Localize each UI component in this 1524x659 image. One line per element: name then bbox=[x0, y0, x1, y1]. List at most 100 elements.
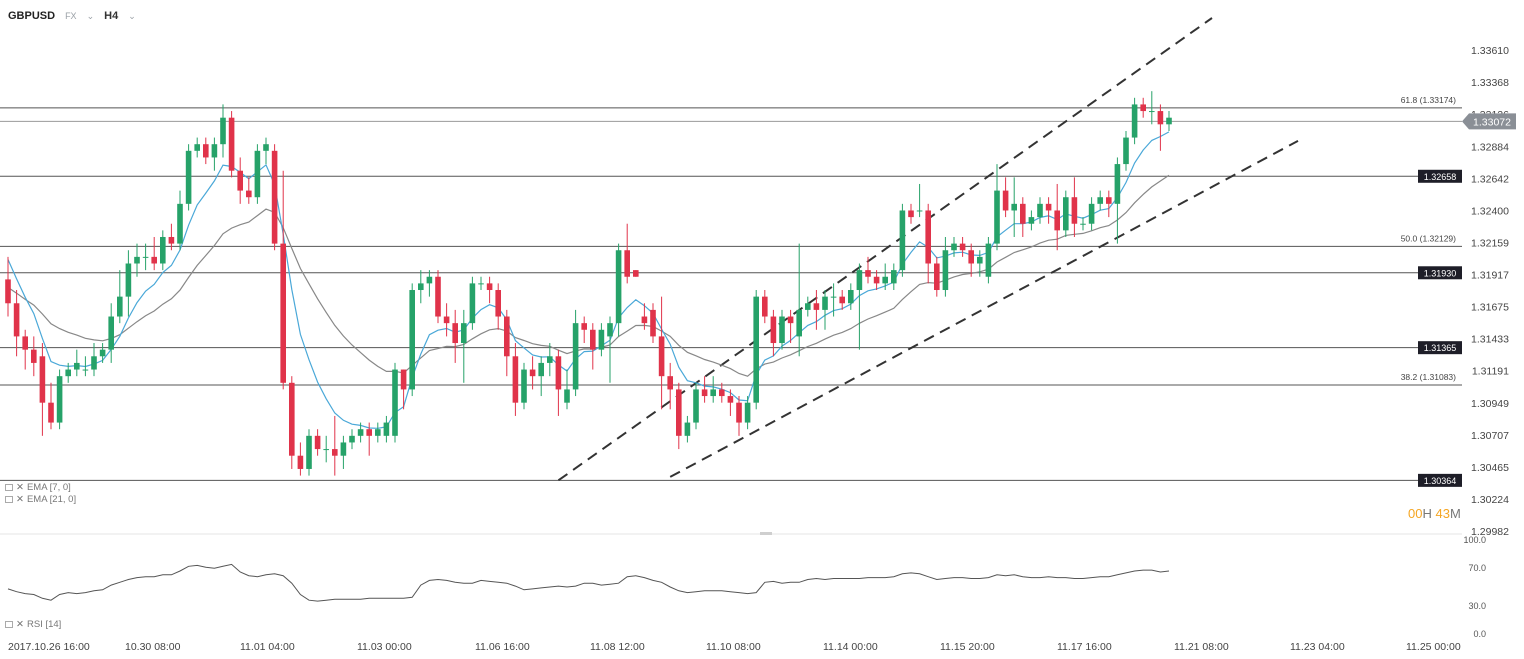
candle-body bbox=[968, 250, 974, 264]
candle-body bbox=[228, 117, 235, 171]
y-tick-label: 1.30707 bbox=[1471, 430, 1509, 442]
candle-body bbox=[280, 243, 286, 383]
x-tick-label: 11.01 04:00 bbox=[240, 641, 295, 653]
countdown-hours: 00 bbox=[1408, 506, 1423, 521]
candle-body bbox=[908, 210, 914, 218]
candle-body bbox=[1011, 203, 1017, 211]
candle-body bbox=[1002, 190, 1009, 211]
x-tick-label: 11.06 16:00 bbox=[475, 641, 530, 653]
candle-body bbox=[99, 349, 106, 357]
candle-body bbox=[736, 402, 742, 423]
candle-body bbox=[357, 429, 364, 436]
fib-level-label: 50.0 (1.32129) bbox=[1401, 233, 1456, 243]
candle-body bbox=[934, 263, 940, 291]
timeframe-label[interactable]: H4 bbox=[104, 10, 119, 22]
current-price-tag bbox=[1462, 113, 1516, 130]
level-tag-label: 1.31365 bbox=[1424, 343, 1457, 353]
candle-body bbox=[529, 369, 536, 377]
candle-body bbox=[254, 150, 261, 198]
ema-fast-legend[interactable]: ✕ EMA [7, 0] bbox=[5, 482, 71, 493]
x-tick-label: 11.25 00:00 bbox=[1406, 641, 1461, 653]
candle-body bbox=[676, 389, 682, 436]
y-tick-label: 1.32884 bbox=[1471, 141, 1509, 153]
y-tick-label: 1.31191 bbox=[1472, 366, 1509, 378]
candle-body bbox=[1166, 117, 1172, 125]
candle-body bbox=[822, 296, 828, 310]
candle-body bbox=[882, 276, 888, 284]
candle-body bbox=[478, 283, 484, 285]
candle-body bbox=[340, 442, 347, 456]
candle-body bbox=[91, 356, 97, 370]
candle-body bbox=[899, 210, 906, 271]
candle-body bbox=[82, 369, 89, 371]
candle-body bbox=[435, 276, 441, 317]
candle-body bbox=[1114, 164, 1121, 204]
candle-body bbox=[168, 236, 175, 244]
candle-body bbox=[942, 250, 949, 291]
candle-body bbox=[1157, 111, 1164, 125]
y-tick-label: 1.29982 bbox=[1471, 526, 1509, 538]
candle-body bbox=[314, 435, 321, 450]
candle-body bbox=[220, 117, 226, 145]
ema-slow-label: EMA [21, 0] bbox=[26, 494, 77, 505]
candle-body bbox=[22, 336, 28, 350]
chevron-down-icon[interactable]: ⌄ bbox=[128, 10, 136, 21]
settings-icon[interactable] bbox=[5, 621, 13, 628]
candle-body bbox=[142, 256, 149, 258]
rsi-tick-label: 0.0 bbox=[1473, 629, 1486, 639]
candle-body bbox=[1106, 197, 1112, 204]
candle-body bbox=[1123, 137, 1129, 165]
settings-icon[interactable] bbox=[5, 484, 13, 491]
candle-body bbox=[744, 402, 751, 423]
level-tag-label: 1.31930 bbox=[1424, 268, 1457, 278]
candle-body bbox=[400, 369, 407, 390]
candle-countdown: 00H 43M bbox=[1408, 506, 1461, 521]
candle-body bbox=[1080, 223, 1086, 225]
candle-body bbox=[684, 422, 691, 436]
candle-body bbox=[418, 283, 424, 291]
chevron-down-icon[interactable]: ⌄ bbox=[86, 10, 95, 21]
candle-body bbox=[719, 389, 725, 397]
ema-fast-line bbox=[7, 131, 1170, 429]
close-icon[interactable]: ✕ bbox=[16, 482, 24, 493]
close-icon[interactable]: ✕ bbox=[16, 494, 24, 505]
x-tick-label: 11.03 00:00 bbox=[357, 641, 412, 653]
candle-body bbox=[813, 303, 820, 310]
candle-body bbox=[392, 369, 398, 436]
candle-body bbox=[504, 316, 510, 357]
candle-body bbox=[538, 362, 544, 377]
candle-body bbox=[710, 389, 716, 397]
candle-body bbox=[959, 243, 966, 251]
candle-body bbox=[856, 270, 863, 291]
candle-body bbox=[117, 296, 123, 317]
candle-body bbox=[701, 389, 708, 397]
candle-body bbox=[1140, 104, 1146, 112]
candle-body bbox=[624, 250, 630, 277]
candle-body bbox=[762, 296, 768, 317]
candle-body bbox=[848, 290, 854, 304]
x-tick-label: 11.17 16:00 bbox=[1057, 641, 1112, 653]
symbol-label[interactable]: GBPUSD bbox=[8, 10, 56, 22]
x-tick-label: 11.08 12:00 bbox=[590, 641, 645, 653]
candle-body bbox=[521, 369, 527, 403]
y-tick-label: 1.31675 bbox=[1471, 302, 1509, 314]
close-icon[interactable]: ✕ bbox=[16, 619, 24, 630]
candle-body bbox=[512, 356, 519, 403]
y-tick-label: 1.31433 bbox=[1471, 334, 1509, 346]
pane-resize-handle[interactable] bbox=[760, 532, 772, 535]
fib-level-label: 38.2 (1.31083) bbox=[1401, 372, 1456, 382]
candle-body bbox=[1054, 210, 1060, 231]
candle-body bbox=[1149, 111, 1155, 113]
candle-body bbox=[452, 323, 458, 344]
candle-body bbox=[727, 396, 734, 403]
y-tick-label: 1.30224 bbox=[1471, 494, 1509, 506]
candle-body bbox=[865, 270, 871, 277]
x-tick-label: 11.14 00:00 bbox=[823, 641, 878, 653]
settings-icon[interactable] bbox=[5, 496, 13, 503]
candle-body bbox=[134, 256, 140, 264]
rsi-legend[interactable]: ✕ RSI [14] bbox=[5, 619, 61, 630]
candle-body bbox=[495, 290, 501, 317]
x-tick-label: 10.30 08:00 bbox=[125, 641, 181, 653]
ema-slow-legend[interactable]: ✕ EMA [21, 0] bbox=[5, 494, 76, 505]
